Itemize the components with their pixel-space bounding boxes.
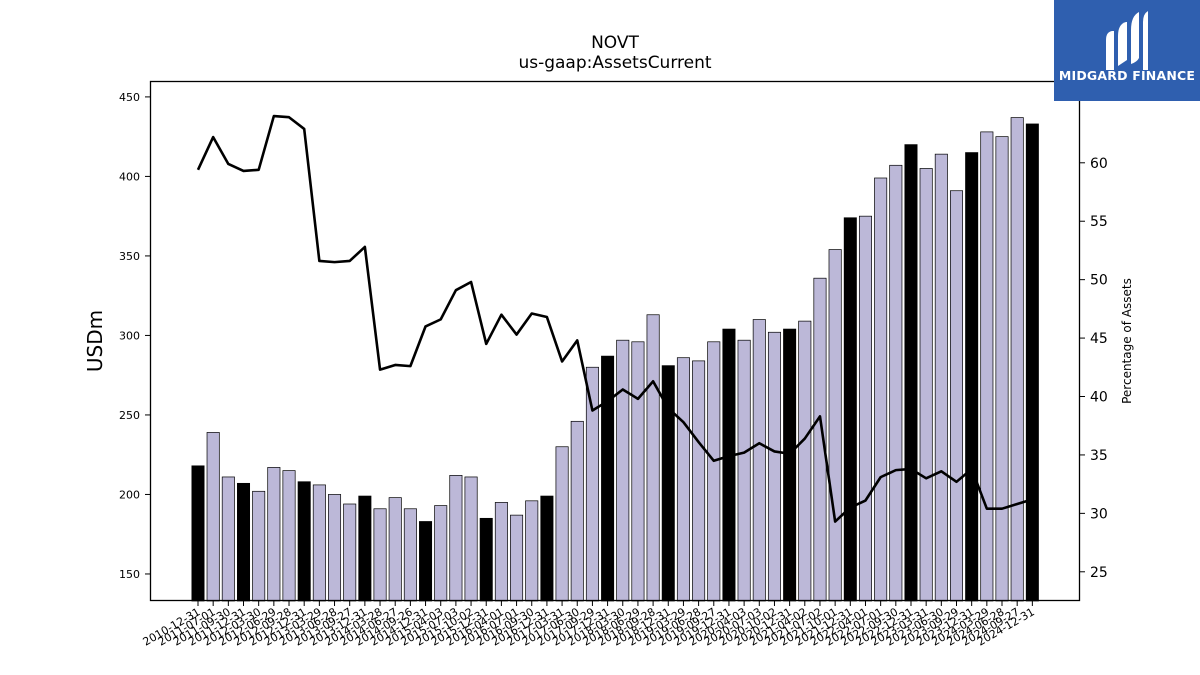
bar	[312, 484, 326, 602]
bar	[767, 331, 781, 602]
y2-tick-label: 30	[1090, 506, 1108, 522]
bar	[904, 144, 918, 602]
y-tick-label: 250	[119, 409, 140, 422]
line-layer	[196, 114, 1033, 523]
bar	[601, 355, 615, 602]
y-tick-label: 400	[119, 170, 140, 183]
bar	[676, 357, 690, 602]
midgard-m-logo-icon	[1106, 11, 1148, 70]
bar	[510, 514, 524, 602]
y2-tick-label: 60	[1090, 156, 1108, 172]
y-tick-label: 200	[119, 488, 140, 501]
bar	[646, 314, 660, 602]
bar	[373, 508, 387, 602]
y-axis-left: 150 200 250 300 350 400 450	[119, 91, 150, 581]
bar	[1025, 123, 1039, 602]
bar	[980, 131, 994, 602]
bar	[555, 446, 569, 602]
y2-tick-label: 50	[1090, 273, 1108, 289]
bar	[798, 320, 812, 602]
bar	[267, 467, 281, 602]
brand-name: MIDGARD FINANCE	[1058, 68, 1196, 83]
bar	[752, 319, 766, 602]
y-axis-label: USDm	[83, 310, 107, 372]
bar	[343, 503, 357, 602]
bar	[965, 152, 979, 602]
bar	[828, 249, 842, 602]
bar	[995, 136, 1009, 602]
bar	[449, 475, 463, 602]
bar	[783, 328, 797, 602]
y2-tick-label: 25	[1090, 565, 1108, 581]
bar	[585, 366, 599, 602]
y-tick-label: 350	[119, 250, 140, 263]
y2-tick-label: 40	[1090, 390, 1108, 406]
y-tick-label: 450	[119, 91, 140, 104]
y-tick-label: 300	[119, 329, 140, 342]
y-tick-label: 150	[119, 568, 140, 581]
bar	[403, 508, 417, 602]
bar	[707, 341, 721, 602]
bar	[889, 164, 903, 602]
bar	[919, 168, 933, 602]
bar	[934, 153, 948, 602]
y2-tick-label: 55	[1090, 214, 1108, 230]
bar	[737, 339, 751, 602]
bar	[358, 495, 372, 602]
bar	[494, 502, 508, 602]
bar	[874, 177, 888, 602]
bar	[252, 490, 266, 602]
bar	[464, 476, 478, 602]
bar	[282, 470, 296, 602]
plot-frame	[149, 80, 1081, 602]
bar	[540, 495, 554, 602]
bar	[479, 517, 493, 602]
y2-tick-label: 45	[1090, 331, 1108, 347]
bar	[221, 476, 235, 602]
bar	[843, 217, 857, 602]
percentage-line	[196, 114, 1033, 523]
bar-group	[191, 117, 1039, 602]
bar	[191, 465, 205, 602]
bar	[525, 500, 539, 602]
bar	[692, 360, 706, 602]
bar	[570, 420, 584, 602]
y2-axis-label: Percentage of Assets	[1120, 278, 1134, 404]
bar	[297, 481, 311, 602]
x-axis: 2010-12-312011-07-012011-09-302011-12-31…	[141, 601, 1037, 649]
bar	[949, 190, 963, 602]
bar	[858, 215, 872, 602]
bar	[434, 505, 448, 602]
bar	[328, 494, 342, 602]
bar	[722, 328, 736, 602]
y2-tick-label: 35	[1090, 448, 1108, 464]
bar	[616, 339, 630, 602]
bar	[1010, 117, 1024, 602]
bar	[631, 341, 645, 602]
bar	[237, 482, 251, 602]
y-axis-right: 25 30 35 40 45 50 55 60	[1080, 156, 1108, 581]
bar	[206, 432, 220, 602]
chart-subtitle: us-gaap:AssetsCurrent	[518, 53, 712, 73]
chart-title: NOVT	[591, 33, 639, 53]
bar	[419, 521, 433, 602]
bar	[388, 497, 402, 602]
brand-logo: MIDGARD FINANCE	[1054, 0, 1200, 101]
